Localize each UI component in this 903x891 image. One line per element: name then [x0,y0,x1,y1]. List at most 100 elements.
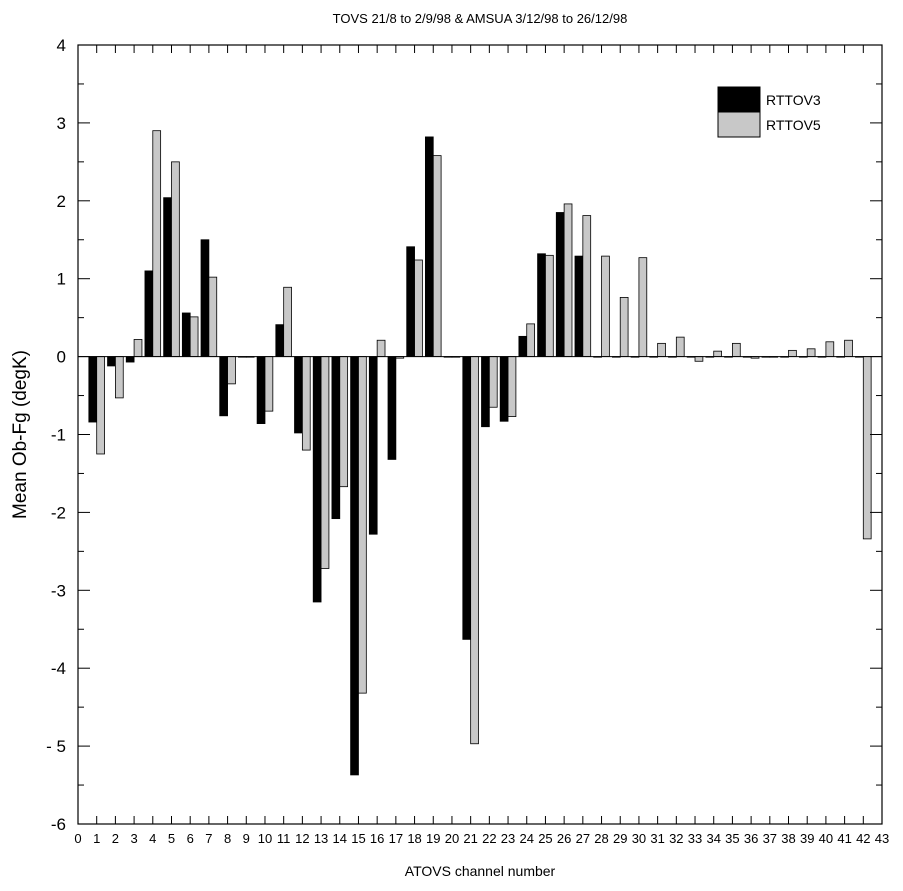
bar-rttov3-ch11 [275,324,285,358]
y-tick-label: 3 [57,114,66,133]
y-tick-label: -6 [51,815,66,834]
x-tick-label: 4 [149,831,156,846]
x-tick-label: 33 [688,831,702,846]
bar-rttov5-ch41 [844,339,853,357]
bar-rttov5-ch30 [638,257,648,358]
x-tick-label: 41 [837,831,851,846]
ticks-group: 0 1 2 3 4 5 6 7 8 9 10 11 12 13 14 15 16 17 18 19 20 21 22 23 24… [46,36,889,846]
x-tick-label: 28 [594,831,608,846]
bar-rttov5-ch31 [657,342,666,357]
x-tick-label: 15 [351,831,365,846]
bar-rttov3-ch2 [107,356,116,367]
x-tick-label: 43 [875,831,889,846]
x-axis-label: ATOVS channel number [405,863,556,879]
bar-rttov5-ch33 [694,356,704,362]
bar-rttov3-ch5 [163,197,172,357]
bar-rttov5-ch19 [432,155,442,357]
bar-rttov5-ch16 [376,339,386,357]
x-tick-label: 39 [800,831,814,846]
bar-rttov3-ch14 [331,356,341,520]
legend-label-rttov5: RTTOV5 [766,117,821,133]
legend-swatch-rttov5 [717,111,761,138]
bar-rttov5-ch35 [732,342,741,357]
bar-rttov5-ch24 [526,323,535,358]
bar-rttov3-ch21 [462,356,472,640]
bar-rttov3-ch3 [125,356,135,363]
chart-title: TOVS 21/8 to 2/9/98 & AMSUA 3/12/98 to 2… [333,11,628,26]
x-tick-label: 37 [763,831,777,846]
bar-rttov5-ch25 [545,254,554,357]
bar-rttov3-ch27 [574,255,584,357]
bar-rttov5-ch7 [208,276,218,358]
y-tick-label: 1 [57,270,66,289]
bar-rttov5-ch38 [788,349,797,357]
bar-rttov5-ch8 [227,356,236,385]
x-tick-label: 10 [258,831,272,846]
bar-rttov5-ch34 [713,350,722,357]
x-tick-label: 17 [389,831,403,846]
y-tick-label: 2 [57,192,66,211]
x-tick-label: 7 [205,831,212,846]
x-tick-label: 38 [781,831,795,846]
x-tick-label: 30 [632,831,646,846]
x-tick-label: 29 [613,831,627,846]
y-tick-label: -2 [51,503,66,522]
bar-rttov3-ch23 [499,356,509,422]
bar-rttov5-ch13 [320,356,330,569]
x-tick-label: 32 [669,831,683,846]
bar-rttov5-ch11 [283,286,292,357]
x-tick-label: 42 [856,831,870,846]
bar-rttov3-ch8 [219,356,228,417]
bar-rttov3-ch19 [424,136,434,357]
x-tick-label: 40 [819,831,833,846]
y-tick-label: 4 [57,36,66,55]
x-tick-label: 16 [370,831,384,846]
x-tick-label: 9 [243,831,250,846]
bar-rttov3-ch13 [312,356,322,603]
x-tick-label: 14 [333,831,347,846]
bar-rttov5-ch22 [488,356,498,408]
x-tick-label: 0 [74,831,81,846]
x-tick-label: 11 [277,831,291,846]
x-tick-label: 8 [224,831,231,846]
x-tick-label: 1 [93,831,100,846]
x-tick-label: 31 [650,831,664,846]
legend: RTTOV3 RTTOV5 [717,86,821,138]
y-tick-label: 0 [57,348,66,367]
bar-rttov5-ch10 [264,356,274,412]
bar-rttov5-ch18 [414,259,423,357]
x-tick-label: 27 [576,831,590,846]
x-tick-label: 20 [445,831,459,846]
bar-rttov5-ch29 [619,296,629,357]
bar-rttov3-ch24 [518,335,528,358]
bar-rttov3-ch18 [406,246,415,357]
bar-rttov5-ch23 [507,356,517,417]
bar-rttov3-ch7 [200,239,210,357]
bar-rttov5-ch42 [862,356,872,540]
x-tick-label: 34 [706,831,720,846]
bar-rttov5-ch40 [825,341,835,357]
x-tick-label: 3 [130,831,137,846]
bar-rttov5-ch1 [96,356,105,455]
x-tick-label: 6 [187,831,194,846]
bar-rttov5-ch14 [339,356,349,488]
x-tick-label: 13 [314,831,328,846]
x-tick-label: 18 [407,831,421,846]
bars-group [88,130,872,776]
bar-rttov5-ch4 [152,130,162,358]
bar-rttov3-ch1 [88,356,98,423]
legend-swatch-rttov3 [717,86,761,113]
bar-rttov3-ch15 [350,356,359,776]
bar-rttov3-ch25 [537,253,546,358]
bar-rttov3-ch26 [555,212,565,358]
bar-rttov5-ch26 [563,203,573,357]
bar-rttov5-ch39 [806,348,816,357]
bar-rttov5-ch21 [470,356,479,745]
bar-rttov5-ch15 [358,356,367,694]
y-tick-label: -3 [51,581,66,600]
x-tick-label: 12 [295,831,309,846]
x-tick-label: 26 [557,831,571,846]
x-tick-label: 19 [426,831,440,846]
